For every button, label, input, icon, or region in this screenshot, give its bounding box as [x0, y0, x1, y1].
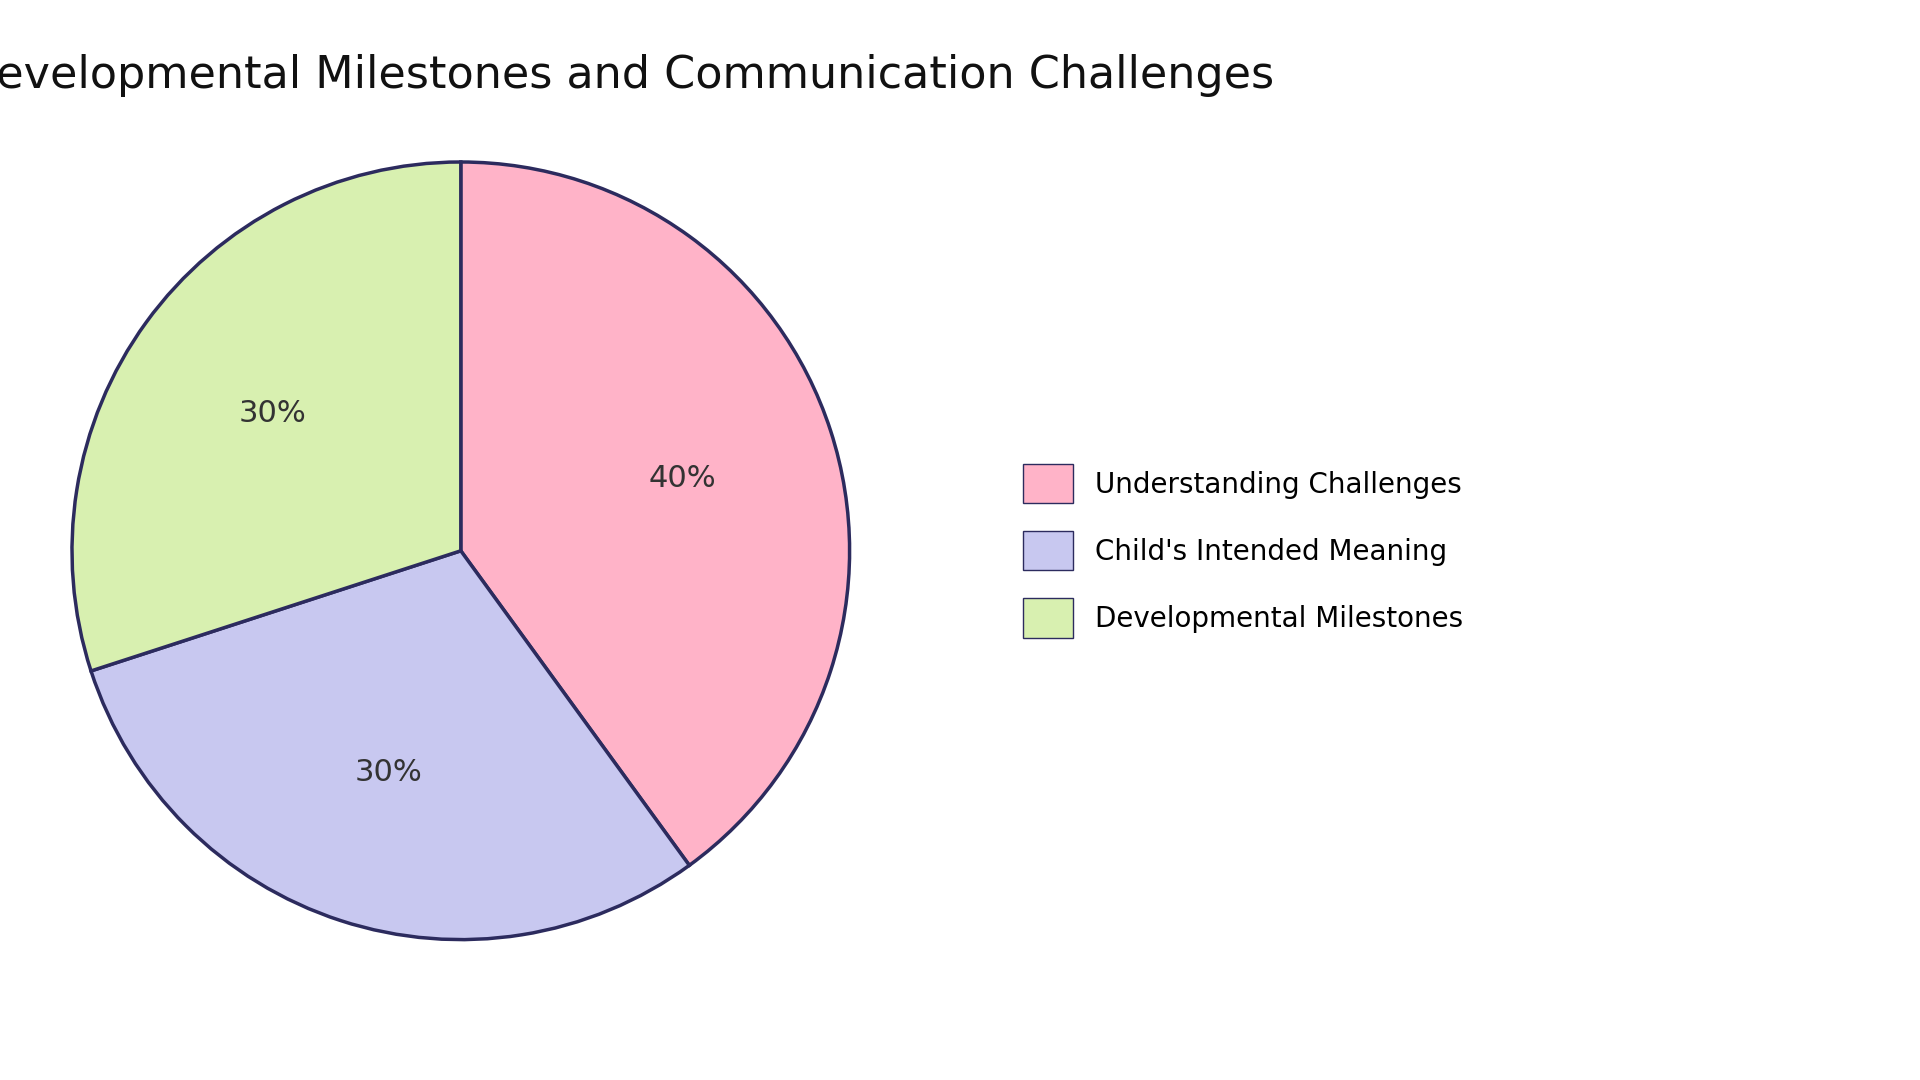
Text: 40%: 40% — [649, 464, 716, 494]
Wedge shape — [73, 162, 461, 671]
Legend: Understanding Challenges, Child's Intended Meaning, Developmental Milestones: Understanding Challenges, Child's Intend… — [1010, 450, 1476, 651]
Text: 30%: 30% — [355, 758, 422, 787]
Text: Developmental Milestones and Communication Challenges: Developmental Milestones and Communicati… — [0, 54, 1273, 97]
Text: 30%: 30% — [238, 400, 305, 428]
Wedge shape — [461, 162, 849, 865]
Wedge shape — [90, 551, 689, 940]
